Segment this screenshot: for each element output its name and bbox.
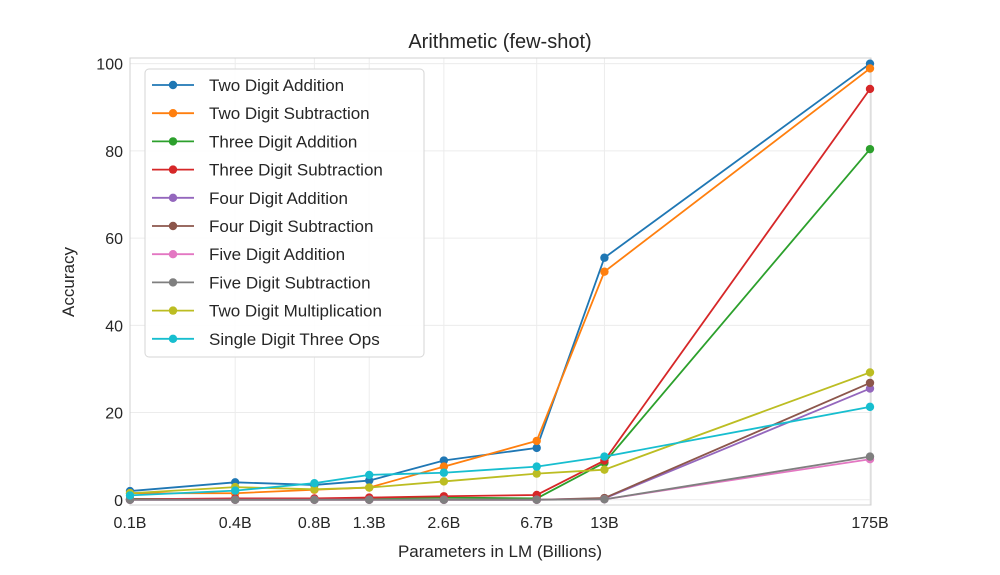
legend-marker bbox=[168, 109, 178, 118]
data-point bbox=[439, 462, 449, 471]
legend-label: Three Digit Subtraction bbox=[209, 161, 383, 180]
data-point bbox=[865, 368, 875, 377]
legend-item: Five Digit Subtraction bbox=[152, 273, 371, 292]
legend-marker bbox=[168, 80, 178, 90]
data-point bbox=[865, 64, 875, 73]
legend-marker bbox=[168, 334, 178, 343]
legend-item: Two Digit Addition bbox=[152, 76, 344, 95]
data-point bbox=[365, 470, 374, 480]
y-tick-label: 80 bbox=[105, 144, 123, 161]
data-point bbox=[230, 486, 240, 495]
x-tick-label: 6.7B bbox=[520, 515, 553, 532]
data-point bbox=[439, 495, 449, 504]
data-point bbox=[865, 402, 875, 412]
y-tick-label: 20 bbox=[105, 406, 123, 423]
data-point bbox=[532, 443, 541, 453]
series-line bbox=[130, 67, 871, 495]
data-point bbox=[532, 462, 541, 471]
data-point bbox=[600, 267, 609, 276]
y-tick-label: 40 bbox=[105, 318, 123, 335]
legend-label: Three Digit Addition bbox=[209, 132, 357, 151]
x-axis-label: Parameters in LM (Billions) bbox=[398, 542, 602, 561]
x-tick-label: 13B bbox=[590, 515, 618, 532]
y-tick-label: 100 bbox=[96, 57, 123, 74]
data-point bbox=[865, 452, 875, 461]
y-axis-label: Accuracy bbox=[59, 247, 78, 317]
x-tick-label: 0.1B bbox=[114, 515, 147, 532]
legend-marker bbox=[168, 250, 178, 259]
legend-marker bbox=[168, 278, 178, 287]
y-ticks: 0 20 40 60 80 100 bbox=[96, 57, 123, 510]
data-point bbox=[230, 495, 240, 504]
y-tick-label: 60 bbox=[105, 231, 123, 248]
legend-marker bbox=[168, 137, 178, 146]
legend-marker bbox=[168, 165, 178, 174]
series-single-digit-three-ops bbox=[125, 402, 875, 500]
data-point bbox=[125, 491, 135, 500]
legend-label: Five Digit Addition bbox=[209, 245, 345, 264]
plot-frame bbox=[129, 57, 872, 506]
legend-item: Single Digit Three Ops bbox=[152, 330, 380, 349]
x-tick-label: 175B bbox=[851, 515, 888, 532]
legend-marker bbox=[168, 193, 178, 202]
x-tick-label: 0.4B bbox=[219, 515, 252, 532]
data-point bbox=[532, 436, 541, 446]
legend-label: Single Digit Three Ops bbox=[209, 330, 380, 349]
y-tick-label: 0 bbox=[114, 493, 123, 510]
legend-item: Five Digit Addition bbox=[152, 245, 345, 264]
series-line bbox=[129, 62, 871, 492]
data-point bbox=[600, 253, 609, 262]
series-line bbox=[129, 405, 871, 497]
series-line bbox=[130, 455, 871, 501]
data-point bbox=[439, 456, 449, 465]
legend-label: Four Digit Addition bbox=[209, 189, 348, 208]
legend-label: Five Digit Subtraction bbox=[209, 273, 371, 292]
series-five-digit-subtraction bbox=[125, 452, 875, 504]
x-tick-label: 1.3B bbox=[353, 515, 386, 532]
legend: Two Digit Addition Two Digit Subtraction T… bbox=[144, 68, 425, 358]
data-point bbox=[600, 452, 609, 461]
legend-item: Three Digit Subtraction bbox=[152, 161, 383, 180]
legend-item: Three Digit Addition bbox=[152, 132, 357, 151]
data-point bbox=[600, 465, 609, 474]
data-point bbox=[365, 483, 374, 492]
series-line bbox=[129, 371, 871, 495]
series-group bbox=[125, 59, 875, 504]
data-point bbox=[532, 495, 541, 504]
legend-item: Two Digit Subtraction bbox=[152, 104, 370, 123]
x-tick-label: 2.6B bbox=[427, 515, 460, 532]
data-point bbox=[310, 485, 319, 494]
legend-label: Two Digit Multiplication bbox=[209, 302, 382, 321]
x-tick-label: 0.8B bbox=[298, 515, 331, 532]
legend-label: Four Digit Subtraction bbox=[209, 217, 373, 236]
chart-title: Arithmetic (few-shot) bbox=[408, 31, 591, 53]
data-point bbox=[865, 144, 875, 154]
x-ticks: 0.1B 0.4B 0.8B 1.3B 2.6B 6.7B 13B 175B bbox=[114, 515, 889, 532]
data-point bbox=[310, 478, 319, 488]
legend-item: Four Digit Subtraction bbox=[152, 217, 373, 236]
data-point bbox=[600, 495, 609, 504]
series-line bbox=[129, 88, 871, 501]
data-point bbox=[865, 378, 875, 388]
legend-item: Four Digit Addition bbox=[152, 189, 348, 208]
data-point bbox=[365, 495, 374, 504]
legend-label: Two Digit Addition bbox=[209, 76, 344, 95]
legend-item: Two Digit Multiplication bbox=[152, 302, 382, 321]
legend-box bbox=[144, 68, 425, 358]
legend-label: Two Digit Subtraction bbox=[209, 104, 370, 123]
legend-marker bbox=[168, 306, 178, 315]
data-point bbox=[439, 468, 449, 477]
data-point bbox=[439, 477, 449, 486]
legend-marker bbox=[168, 221, 178, 231]
data-point bbox=[310, 495, 319, 504]
data-point bbox=[532, 469, 541, 478]
data-point bbox=[865, 84, 875, 94]
